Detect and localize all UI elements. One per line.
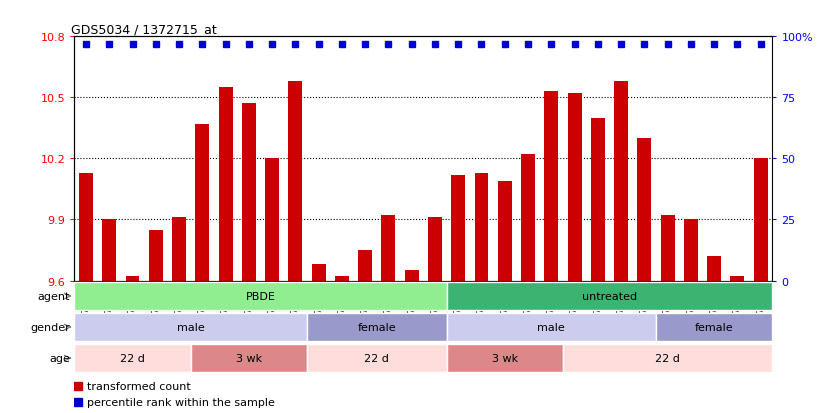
Text: female: female — [695, 322, 733, 332]
Bar — [382, 216, 396, 281]
Text: gender: gender — [31, 322, 70, 332]
Bar — [74, 344, 191, 372]
Bar — [638, 139, 652, 281]
Bar — [74, 313, 307, 341]
Bar — [656, 313, 772, 341]
Text: age: age — [50, 353, 70, 363]
Bar — [474, 173, 488, 281]
Bar — [563, 344, 772, 372]
Bar — [567, 94, 582, 281]
Bar — [195, 124, 209, 281]
Bar — [447, 344, 563, 372]
Text: agent: agent — [38, 291, 70, 301]
Bar — [288, 82, 302, 281]
Bar — [591, 119, 605, 281]
Bar — [242, 104, 256, 281]
Bar — [172, 218, 186, 281]
Text: percentile rank within the sample: percentile rank within the sample — [87, 397, 275, 407]
Bar — [191, 344, 307, 372]
Bar — [753, 159, 767, 281]
Bar — [219, 88, 233, 281]
Bar — [74, 282, 447, 310]
Bar — [447, 282, 772, 310]
Text: 3 wk: 3 wk — [491, 353, 518, 363]
Text: 22 d: 22 d — [364, 353, 389, 363]
Text: female: female — [358, 322, 396, 332]
Bar — [544, 92, 558, 281]
Bar — [707, 256, 721, 281]
Bar — [311, 265, 325, 281]
Bar — [307, 344, 447, 372]
Bar — [447, 313, 656, 341]
Bar — [730, 277, 744, 281]
Text: male: male — [538, 322, 565, 332]
Bar — [79, 173, 93, 281]
Bar — [405, 271, 419, 281]
Text: male: male — [177, 322, 205, 332]
Bar — [451, 175, 465, 281]
Bar — [661, 216, 675, 281]
Text: transformed count: transformed count — [87, 381, 191, 392]
Bar — [498, 181, 512, 281]
Bar — [265, 159, 279, 281]
Bar — [521, 155, 535, 281]
Bar — [307, 313, 447, 341]
Text: 3 wk: 3 wk — [235, 353, 262, 363]
Bar — [684, 220, 698, 281]
Text: GDS5034 / 1372715_at: GDS5034 / 1372715_at — [71, 23, 216, 36]
Bar — [126, 277, 140, 281]
Text: 22 d: 22 d — [655, 353, 680, 363]
Bar — [614, 82, 628, 281]
Bar — [102, 220, 116, 281]
Text: untreated: untreated — [582, 291, 637, 301]
Bar — [335, 277, 349, 281]
Bar — [149, 230, 163, 281]
Bar — [428, 218, 442, 281]
Text: PBDE: PBDE — [245, 291, 275, 301]
Bar — [358, 250, 373, 281]
Text: 22 d: 22 d — [120, 353, 145, 363]
